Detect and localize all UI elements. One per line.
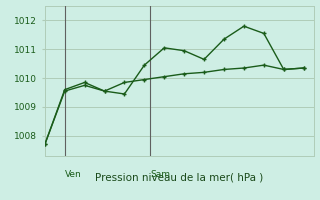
Text: Ven: Ven	[65, 170, 82, 179]
X-axis label: Pression niveau de la mer( hPa ): Pression niveau de la mer( hPa )	[95, 173, 263, 183]
Text: Sam: Sam	[150, 170, 170, 179]
